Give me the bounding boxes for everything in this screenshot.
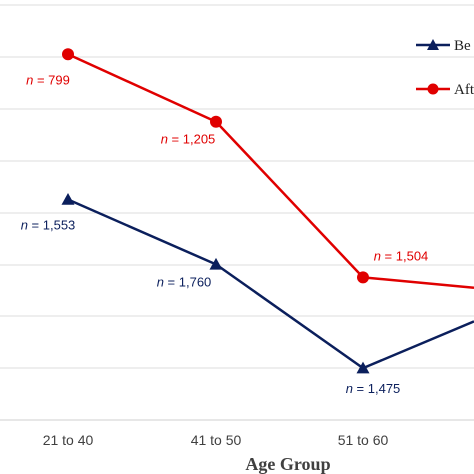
data-point-triangle xyxy=(209,257,223,270)
data-point-triangle xyxy=(61,193,75,205)
data-label: n = 1,553 xyxy=(21,218,76,233)
series-line-before xyxy=(67,198,474,370)
series-layer xyxy=(61,48,474,374)
data-point-circle xyxy=(357,271,369,284)
data-label: n = 1,475 xyxy=(346,381,401,396)
series-line-after xyxy=(67,53,474,289)
gridlines xyxy=(0,4,474,421)
data-point-circle xyxy=(62,48,74,61)
x-axis-title: Age Group xyxy=(245,454,330,474)
data-label: n = 799 xyxy=(26,72,70,87)
x-tick-label: 41 to 50 xyxy=(191,432,242,448)
legend-label: Aft xyxy=(454,82,474,98)
data-label: n = 1,760 xyxy=(157,274,212,289)
legend-marker-triangle xyxy=(427,39,439,50)
data-label: n = 1,504 xyxy=(374,248,429,263)
legend-label: Be xyxy=(454,38,471,54)
legend-marker-circle xyxy=(427,83,439,95)
data-point-circle xyxy=(210,115,222,128)
data-point-triangle xyxy=(356,361,370,374)
x-tick-labels: 21 to 40 41 to 50 51 to 60 xyxy=(43,432,389,448)
x-tick-label: 21 to 40 xyxy=(43,432,94,448)
data-labels: n = 1,553 n = 1,760 n = 1,475 n = 799 n = 1,… xyxy=(21,72,429,396)
x-tick-label: 51 to 60 xyxy=(338,432,389,448)
legend: Be Aft xyxy=(416,38,474,98)
data-label: n = 1,205 xyxy=(161,132,216,147)
